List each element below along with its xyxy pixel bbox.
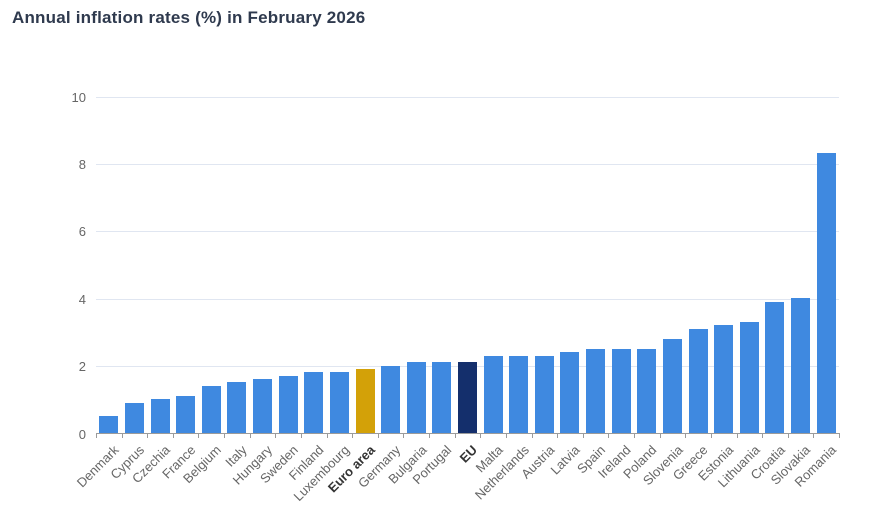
bar-ireland[interactable]	[611, 348, 631, 433]
x-axis-tick	[300, 433, 302, 438]
x-axis-tick	[429, 433, 431, 438]
bar-luxembourg[interactable]	[329, 372, 349, 433]
bar-italy[interactable]	[227, 382, 247, 433]
bar-slovenia[interactable]	[662, 338, 682, 433]
x-axis-tick	[352, 433, 354, 438]
x-axis-tick	[582, 433, 584, 438]
bar-latvia[interactable]	[560, 352, 580, 433]
bar-hungary[interactable]	[253, 379, 273, 433]
bar-slovakia[interactable]	[791, 298, 811, 433]
y-axis-label-0: 0	[78, 426, 86, 442]
bar-netherlands[interactable]	[509, 355, 529, 433]
x-axis-tick	[275, 433, 277, 438]
x-axis-tick	[608, 433, 610, 438]
x-axis-tick	[505, 433, 507, 438]
bar-greece[interactable]	[688, 328, 708, 433]
x-axis-tick	[839, 433, 840, 438]
bar-cyprus[interactable]	[124, 402, 144, 433]
x-axis-tick	[787, 433, 789, 438]
x-axis-tick	[403, 433, 405, 438]
x-axis-tick	[762, 433, 764, 438]
x-axis-tick	[198, 433, 200, 438]
bar-belgium[interactable]	[201, 385, 221, 433]
x-axis-tick	[326, 433, 328, 438]
gridline-y-4	[96, 298, 839, 300]
y-axis-label-4: 4	[78, 291, 86, 307]
plot-area	[96, 96, 840, 438]
bar-lithuania[interactable]	[739, 321, 759, 433]
x-axis-tick	[634, 433, 636, 438]
x-axis-tick	[147, 433, 149, 438]
x-axis-tick	[172, 433, 174, 438]
bar-austria[interactable]	[534, 355, 554, 433]
bar-czechia[interactable]	[150, 399, 170, 433]
x-axis-tick	[249, 433, 251, 438]
x-axis-tick	[659, 433, 661, 438]
x-axis-tick	[96, 433, 97, 438]
chart-title: Annual inflation rates (%) in February 2…	[12, 8, 366, 27]
bar-france[interactable]	[176, 395, 196, 433]
y-axis-label-2: 2	[78, 359, 86, 375]
bar-germany[interactable]	[381, 365, 401, 433]
x-axis-tick	[454, 433, 456, 438]
bar-poland[interactable]	[637, 348, 657, 433]
bar-portugal[interactable]	[432, 362, 452, 433]
y-axis-label-10: 10	[71, 89, 86, 105]
x-axis-tick	[557, 433, 559, 438]
gridline-y-6	[96, 231, 839, 233]
bar-croatia[interactable]	[765, 301, 785, 433]
y-axis-label-6: 6	[78, 224, 86, 240]
x-axis-tick	[685, 433, 687, 438]
x-axis-tick	[710, 433, 712, 438]
y-axis-label-8: 8	[78, 156, 86, 172]
gridline-y-10	[96, 96, 839, 98]
gridline-y-8	[96, 163, 839, 165]
bar-estonia[interactable]	[714, 325, 734, 433]
bar-euro-area[interactable]	[355, 368, 375, 433]
x-axis-tick	[813, 433, 815, 438]
x-axis-tick	[224, 433, 226, 438]
x-axis-tick	[736, 433, 738, 438]
bar-denmark[interactable]	[99, 416, 119, 433]
x-axis-tick	[377, 433, 379, 438]
bar-finland[interactable]	[304, 372, 324, 433]
bar-bulgaria[interactable]	[406, 362, 426, 433]
bar-romania[interactable]	[816, 153, 836, 433]
x-axis-tick	[121, 433, 123, 438]
bar-malta[interactable]	[483, 355, 503, 433]
bar-sweden[interactable]	[278, 375, 298, 433]
bar-eu[interactable]	[458, 362, 477, 433]
bar-spain[interactable]	[586, 348, 606, 433]
x-axis-tick	[531, 433, 533, 438]
x-axis-tick	[480, 433, 482, 438]
